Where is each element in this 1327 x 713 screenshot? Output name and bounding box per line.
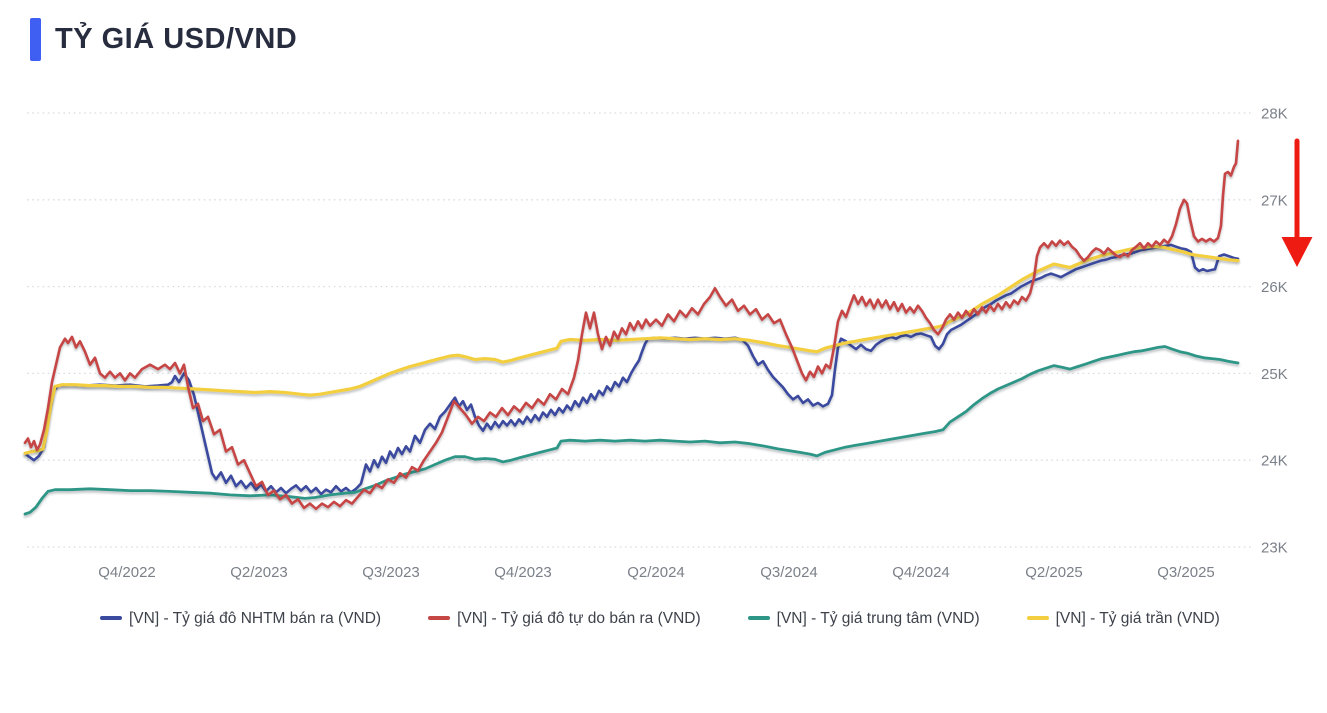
y-axis-tick-label: 25K <box>1261 366 1288 383</box>
x-axis-tick-label: Q2/2024 <box>627 564 685 581</box>
legend-label: [VN] - Tỷ giá trần (VND) <box>1055 610 1220 627</box>
series-line-1 <box>23 139 1240 511</box>
legend-item-2[interactable]: [VN] - Tỷ giá trung tâm (VND) <box>747 608 980 630</box>
down-arrow-icon <box>1281 237 1313 267</box>
page-title: TỶ GIÁ USD/VND <box>55 23 298 55</box>
legend-item-0[interactable]: [VN] - Tỷ giá đô NHTM bán ra (VND) <box>100 608 381 630</box>
y-axis-tick-label: 24K <box>1261 453 1288 470</box>
x-axis-tick-label: Q2/2023 <box>230 564 288 581</box>
series-line-0 <box>23 243 1240 496</box>
x-axis-tick-label: Q3/2023 <box>362 564 420 581</box>
y-axis-tick-label: 26K <box>1261 279 1288 296</box>
y-axis-tick-label: 23K <box>1261 540 1288 557</box>
legend-item-1[interactable]: [VN] - Tỷ giá đô tự do bán ra (VND) <box>428 608 701 630</box>
legend-label: [VN] - Tỷ giá trung tâm (VND) <box>776 610 980 627</box>
title-accent-bar <box>30 18 41 61</box>
x-axis-tick-label: Q3/2025 <box>1157 564 1215 581</box>
chart-legend: [VN] - Tỷ giá đô NHTM bán ra (VND) [VN] -… <box>100 608 1220 630</box>
y-axis-tick-label: 27K <box>1261 192 1288 209</box>
x-axis-tick-label: Q4/2024 <box>892 564 950 581</box>
legend-label: [VN] - Tỷ giá đô NHTM bán ra (VND) <box>129 610 382 627</box>
x-axis-tick-label: Q2/2025 <box>1025 564 1083 581</box>
legend-dash-icon <box>100 616 122 620</box>
legend-dash-icon <box>428 616 451 620</box>
series-line-3 <box>23 245 1240 455</box>
legend-item-3[interactable]: [VN] - Tỷ giá trần (VND) <box>1026 608 1220 630</box>
legend-dash-icon <box>1026 616 1049 620</box>
x-axis-tick-label: Q4/2023 <box>494 564 552 581</box>
legend-label: [VN] - Tỷ giá đô tự do bán ra (VND) <box>457 610 701 627</box>
x-axis-tick-label: Q4/2022 <box>98 564 156 581</box>
chart-header: TỶ GIÁ USD/VND <box>30 18 297 61</box>
series-line-2 <box>23 345 1240 516</box>
legend-dash-icon <box>747 616 770 620</box>
x-axis-tick-label: Q3/2024 <box>760 564 818 581</box>
y-axis-tick-label: 28K <box>1261 106 1288 123</box>
